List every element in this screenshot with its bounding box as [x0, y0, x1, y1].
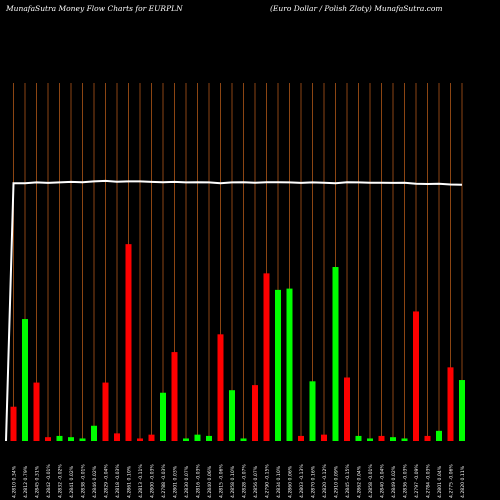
- x-tick-label: 4.2788 -0.03%: [161, 464, 167, 498]
- x-tick-label: 4.2830 0.07%: [184, 465, 190, 498]
- x-tick-label: 4.2845 -0.15%: [345, 464, 351, 498]
- x-tick-label: 4.2829 -0.04%: [104, 464, 110, 498]
- money-flow-line: [5, 179, 463, 442]
- x-tick-label: 4.2845 0.31%: [35, 465, 41, 498]
- money-flow-bar: [447, 367, 454, 441]
- x-tick-label: 4.2784 -0.03%: [426, 464, 432, 498]
- money-flow-bar: [309, 381, 316, 441]
- x-tick-label: 4.2832 -0.02%: [58, 464, 64, 498]
- x-tick-label: 4.2820 0.11%: [460, 465, 466, 498]
- money-flow-bar: [102, 382, 109, 441]
- x-tick-label: 4.2834 0.10%: [276, 465, 282, 498]
- money-flow-bar: [252, 385, 258, 441]
- x-tick-label: 4.2841 0.02%: [69, 465, 75, 498]
- x-tick-label: 4.2816 -0.03%: [196, 464, 202, 498]
- x-tick-label: 4.2858 -0.01%: [368, 464, 374, 498]
- x-tick-label: 4.2856 0.07%: [253, 465, 259, 498]
- money-flow-bar: [22, 319, 28, 441]
- x-tick-label: 4.2812 0.79%: [23, 465, 29, 498]
- money-flow-bar: [10, 406, 17, 441]
- money-flow-bar: [344, 377, 350, 441]
- money-flow-bar: [148, 434, 155, 441]
- money-flow-bar: [91, 425, 97, 441]
- x-tick-label: 4.2838 -0.01%: [81, 464, 87, 498]
- x-tick-label: 4.2862 0.04%: [357, 465, 363, 498]
- money-flow-bar: [355, 435, 362, 441]
- x-tick-label: 4.2800 -0.03%: [150, 464, 156, 498]
- x-tick-label: 4.2803 -0.13%: [299, 464, 305, 498]
- money-flow-bar: [298, 435, 304, 441]
- money-flow-bar: [275, 289, 281, 441]
- money-flow-bar: [401, 438, 408, 441]
- x-tick-label: 4.2870 0.16%: [311, 465, 317, 498]
- money-flow-bar: [206, 435, 212, 441]
- money-flow-bar: [263, 273, 270, 441]
- x-tick-label: 4.2858 0.10%: [230, 465, 236, 498]
- chart-title: MunafaSutra Money Flow Charts for EURPLN: [6, 4, 183, 13]
- money-flow-bar: [436, 430, 442, 441]
- money-flow-bar: [390, 437, 396, 441]
- money-flow-bar: [45, 437, 51, 441]
- money-flow-bar: [217, 334, 224, 441]
- money-flow-bar: [286, 288, 293, 441]
- money-flow-bar: [240, 438, 247, 441]
- money-flow-bar: [171, 352, 178, 441]
- money-flow-bar: [160, 392, 166, 441]
- x-tick-label: 4.2815 -0.06%: [219, 464, 225, 498]
- x-tick-label: 4.2846 0.02%: [92, 465, 98, 498]
- money-flow-bar: [56, 435, 63, 441]
- x-tick-label: 4.2818 -0.03%: [115, 464, 121, 498]
- money-flow-bar: [114, 433, 120, 441]
- money-flow-bar: [413, 311, 419, 441]
- money-flow-bar: [183, 438, 189, 441]
- money-flow-bar: [424, 435, 431, 441]
- x-tick-label: 4.2828 -0.07%: [242, 464, 248, 498]
- money-flow-bar: [79, 438, 86, 441]
- x-tick-label: 4.2840 0.06%: [207, 465, 213, 498]
- x-tick-label: 4.2813 -0.11%: [138, 464, 144, 498]
- x-tick-label: 4.2790 -0.15%: [265, 464, 271, 498]
- money-flow-bar: [137, 438, 143, 441]
- x-tick-label: 4.2840 -0.04%: [380, 464, 386, 498]
- x-tick-label: 4.2861 0.10%: [127, 465, 133, 498]
- money-flow-bar: [125, 244, 132, 441]
- chart-subtitle: (Euro Dollar / Polish Zloty) MunafaSutra…: [270, 4, 443, 13]
- x-tick-label: 4.2810 0.34%: [12, 465, 18, 498]
- x-tick-label: 4.2849 0.02%: [391, 465, 397, 498]
- x-tick-label: 4.2836 -0.03%: [403, 464, 409, 498]
- money-flow-bar: [332, 267, 339, 441]
- x-tick-label: 4.2775 -0.06%: [449, 464, 455, 498]
- money-flow-bar: [33, 382, 40, 441]
- money-flow-bar: [229, 390, 235, 441]
- money-flow-bar: [68, 437, 74, 441]
- money-flow-bar: [367, 438, 373, 441]
- money-flow-bar: [194, 434, 201, 441]
- money-flow-bar: [321, 434, 327, 441]
- money-flow-bar: [378, 435, 385, 441]
- x-tick-label: 4.2910 0.09%: [334, 465, 340, 498]
- x-tick-label: 4.2842 -0.01%: [46, 464, 52, 498]
- x-tick-label: 4.2860 0.06%: [288, 465, 294, 498]
- money-flow-bar: [459, 380, 465, 441]
- x-tick-label: 4.2820 -0.12%: [322, 464, 328, 498]
- x-tick-label: 4.2801 0.03%: [173, 465, 179, 498]
- x-tick-label: 4.2797 -0.09%: [414, 464, 420, 498]
- x-tick-label: 4.2801 0.04%: [437, 465, 443, 498]
